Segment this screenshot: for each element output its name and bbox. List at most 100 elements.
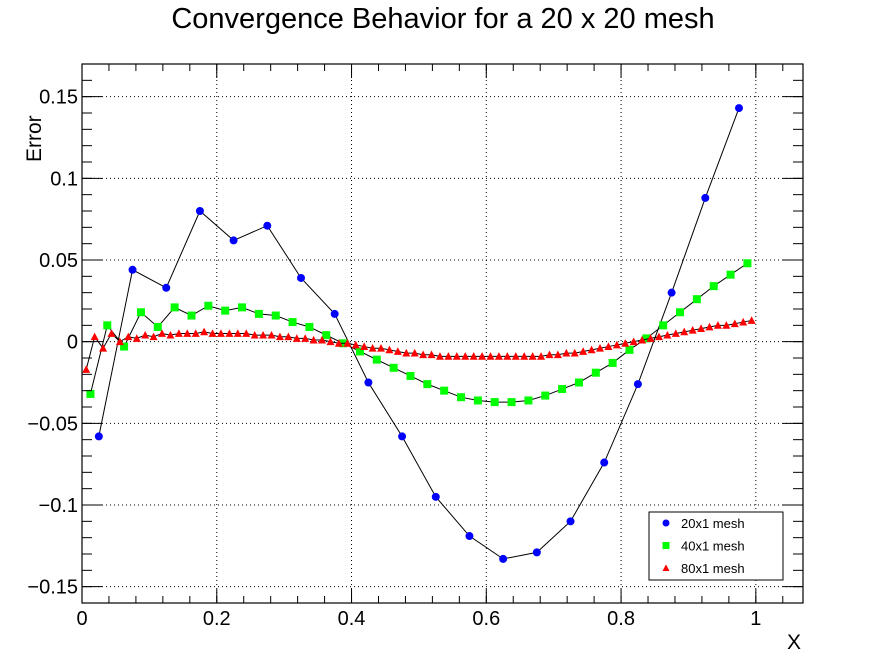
data-point <box>604 342 613 350</box>
y-tick-label: 0.1 <box>50 168 78 190</box>
data-point <box>82 365 91 373</box>
data-point <box>507 398 516 407</box>
data-point <box>271 311 280 320</box>
data-point <box>305 322 314 331</box>
data-point <box>296 273 305 282</box>
data-point <box>663 330 672 339</box>
data-point <box>398 432 407 441</box>
legend-label: 80x1 mesh <box>681 561 745 576</box>
data-point <box>292 334 301 342</box>
data-point <box>667 288 676 297</box>
data-point <box>452 352 461 360</box>
x-axis-label: X <box>787 631 801 654</box>
data-point <box>612 340 621 349</box>
data-point <box>431 492 440 501</box>
data-point <box>461 352 470 360</box>
data-point <box>242 329 251 337</box>
data-point <box>288 318 297 327</box>
data-point <box>574 378 583 387</box>
data-point <box>377 344 386 352</box>
x-tick-label: 0.6 <box>472 608 500 630</box>
x-tick-label: 0.8 <box>607 608 635 630</box>
y-tick-label: 0 <box>67 332 78 354</box>
data-point <box>259 330 268 339</box>
data-point <box>419 350 428 359</box>
data-point <box>478 352 487 360</box>
data-point <box>587 345 596 354</box>
data-point <box>566 517 575 526</box>
data-point <box>128 265 137 274</box>
data-point <box>562 348 571 357</box>
data-point <box>440 386 449 395</box>
data-point <box>591 368 600 377</box>
data-point <box>275 332 284 341</box>
data-point <box>162 283 171 292</box>
data-point <box>642 334 651 343</box>
data-point <box>705 322 714 331</box>
x-tick-label: 0.4 <box>338 608 366 630</box>
data-point <box>494 352 503 360</box>
data-point <box>697 324 706 333</box>
y-tick-label: −0.1 <box>39 495 78 517</box>
data-point <box>195 207 204 215</box>
data-point <box>153 322 162 331</box>
series-line <box>98 107 740 560</box>
data-point <box>94 432 103 441</box>
series-circle <box>94 104 743 563</box>
data-point <box>486 352 495 360</box>
data-point <box>364 378 373 387</box>
data-point <box>726 270 735 279</box>
data-point <box>596 344 605 352</box>
data-point <box>659 321 668 330</box>
data-point <box>621 339 630 347</box>
data-point <box>739 317 748 326</box>
data-point <box>444 352 453 360</box>
data-point <box>326 337 335 346</box>
legend: 20x1 mesh 40x1 mesh 80x1 mesh <box>648 511 784 581</box>
data-point <box>120 342 129 351</box>
data-point <box>225 329 234 337</box>
data-point <box>372 355 381 364</box>
legend-box <box>648 511 784 581</box>
data-point <box>730 319 739 328</box>
data-point <box>124 332 133 341</box>
data-point <box>423 380 432 389</box>
data-point <box>115 337 124 346</box>
chart-title: Convergence Behavior for a 20 x 20 mesh <box>171 3 714 35</box>
data-point <box>368 344 377 352</box>
data-point <box>183 329 192 337</box>
data-point <box>166 330 175 339</box>
data-point <box>330 309 339 318</box>
data-point <box>301 334 310 342</box>
data-point <box>503 352 512 360</box>
data-point <box>200 327 209 336</box>
data-point <box>570 348 579 357</box>
data-point <box>187 311 196 320</box>
data-point <box>410 348 419 357</box>
data-point <box>263 221 272 230</box>
tick-labels: 0 0.2 0.4 0.6 0.8 1 −0.15 −0.1 −0.05 0 0.05 0.1 0.15 <box>27 87 761 630</box>
data-point <box>541 391 550 400</box>
data-point <box>688 326 697 334</box>
data-point <box>149 332 158 341</box>
data-point <box>608 358 617 367</box>
data-point <box>532 548 541 557</box>
data-point <box>170 303 179 312</box>
y-axis-label: Error <box>23 115 46 162</box>
data-point <box>86 389 95 398</box>
data-point <box>579 347 588 355</box>
data-point <box>743 259 752 268</box>
data-point <box>600 458 609 467</box>
data-point <box>385 345 394 354</box>
series-layer <box>82 104 756 563</box>
x-tick-label: 0.2 <box>203 608 231 630</box>
data-point <box>465 532 474 541</box>
data-point <box>136 308 145 317</box>
data-point <box>692 295 701 304</box>
data-point <box>90 332 99 341</box>
data-point <box>680 327 689 336</box>
x-tick-label: 0 <box>76 608 87 630</box>
data-point <box>351 340 360 349</box>
data-point <box>473 396 482 405</box>
